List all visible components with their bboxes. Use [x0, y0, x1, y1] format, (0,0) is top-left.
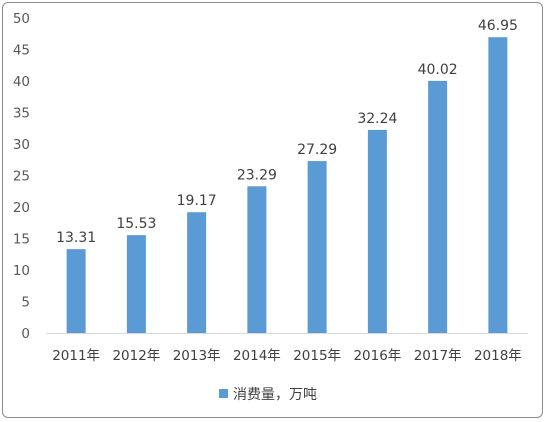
y-tick-label: 25 [13, 169, 30, 185]
bar [247, 186, 267, 333]
legend-label: 消费量，万吨 [233, 387, 317, 403]
y-axis-ticks: 0 5 10 15 20 25 30 35 40 45 50 [13, 11, 30, 342]
chart-frame [2, 2, 543, 418]
bar [428, 80, 448, 334]
bar [367, 129, 387, 333]
bar [187, 212, 207, 333]
data-label: 32.24 [357, 111, 397, 127]
y-tick-label: 15 [13, 232, 30, 248]
data-label: 19.17 [177, 193, 217, 209]
bar [488, 37, 508, 334]
y-tick-label: 45 [13, 43, 30, 59]
x-tick-label: 2013年 [173, 348, 221, 364]
y-tick-label: 35 [13, 106, 30, 122]
x-tick-label: 2017年 [414, 348, 462, 364]
x-tick-label: 2011年 [52, 348, 100, 364]
bar [307, 161, 327, 333]
data-label: 40.02 [418, 62, 458, 78]
x-axis-ticks: 2011年 2012年 2013年 2014年 2015年 2016年 2017年 2018年 [52, 348, 522, 364]
data-label: 23.29 [237, 167, 277, 183]
data-label: 46.95 [478, 18, 518, 34]
x-tick-label: 2018年 [474, 348, 522, 364]
y-tick-label: 30 [13, 137, 30, 153]
x-tick-label: 2012年 [112, 348, 160, 364]
data-label: 27.29 [297, 142, 337, 158]
y-tick-label: 50 [13, 11, 30, 27]
x-tick-label: 2016年 [353, 348, 401, 364]
y-tick-label: 40 [13, 74, 30, 90]
y-tick-label: 5 [21, 295, 30, 311]
y-tick-label: 10 [13, 263, 30, 279]
y-tick-label: 20 [13, 200, 30, 216]
x-tick-label: 2014年 [233, 348, 281, 364]
bar [126, 235, 146, 333]
data-label: 13.31 [56, 230, 96, 246]
bar [66, 249, 86, 333]
y-tick-label: 0 [21, 326, 30, 342]
bars [66, 37, 508, 334]
data-label: 15.53 [116, 216, 156, 232]
x-tick-label: 2015年 [293, 348, 341, 364]
legend-swatch [219, 389, 228, 398]
legend: 消费量，万吨 [219, 387, 317, 403]
data-labels: 13.31 15.53 19.17 23.29 27.29 32.24 40.02 46.95 [56, 18, 518, 246]
